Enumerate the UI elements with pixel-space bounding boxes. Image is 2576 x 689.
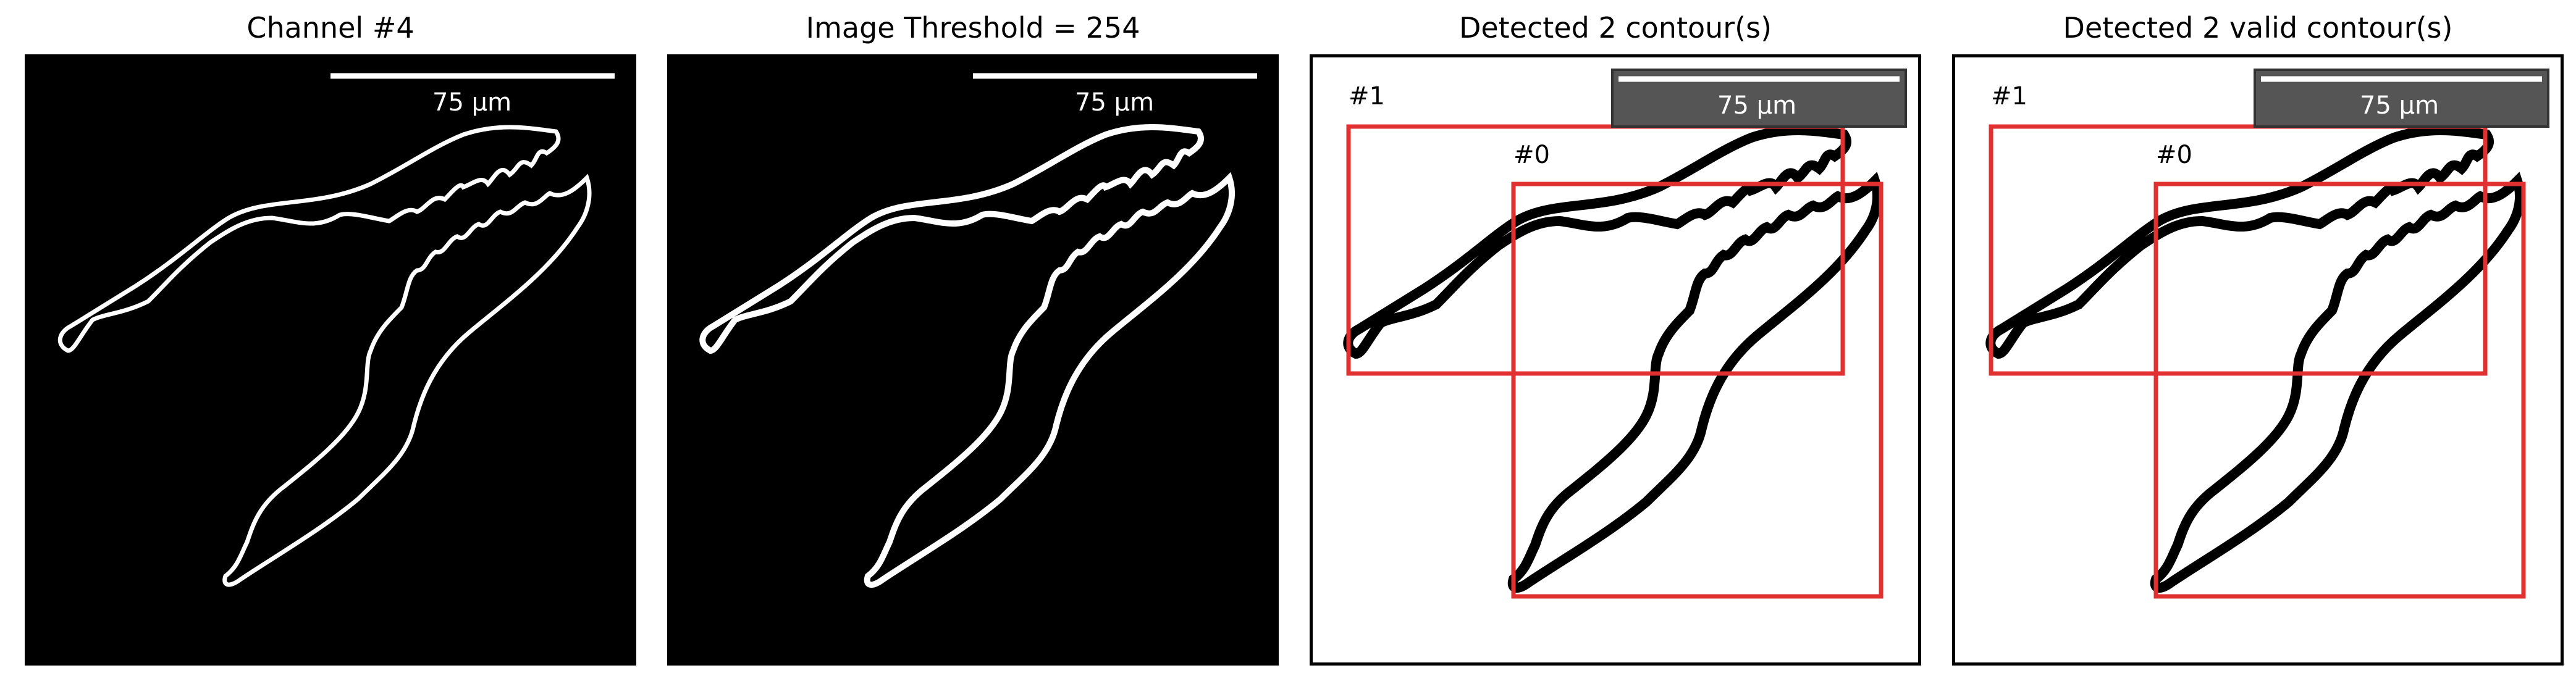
contour-outline [1313,69,1907,599]
contour-outline [25,73,615,666]
panel-title-channel: Channel #4 [246,11,415,44]
panel-title-detected: Detected 2 contour(s) [1458,11,1772,44]
scale-bar-label: 75 µm [1717,91,1797,120]
bounding-box-0 [1511,182,1884,599]
panel-valid-image: 75 µm #1 #0 [1952,54,2564,666]
bounding-box-1 [1989,124,2488,376]
scale-bar-label: 75 µm [2360,91,2439,120]
contour-label-0: #0 [1513,141,1550,169]
contour-label-1: #1 [1349,82,1385,111]
contour-label-0: #0 [2156,141,2192,169]
panel-threshold-image: 75 µm [667,54,1279,666]
panel-detected-image: 75 µm #1 #0 [1310,54,1921,666]
panel-title-threshold: Image Threshold = 254 [806,11,1140,44]
contour-outline [667,73,1257,666]
bounding-box-1 [1346,124,1845,376]
scale-bar-label: 75 µm [1075,88,1155,117]
panel-title-valid: Detected 2 valid contour(s) [2063,11,2453,44]
scale-bar-label: 75 µm [432,88,512,117]
contour-outline [1955,69,2549,599]
bounding-box-0 [2153,182,2526,599]
contour-label-1: #1 [1991,82,2027,111]
panel-channel-image: 75 µm [25,54,636,666]
